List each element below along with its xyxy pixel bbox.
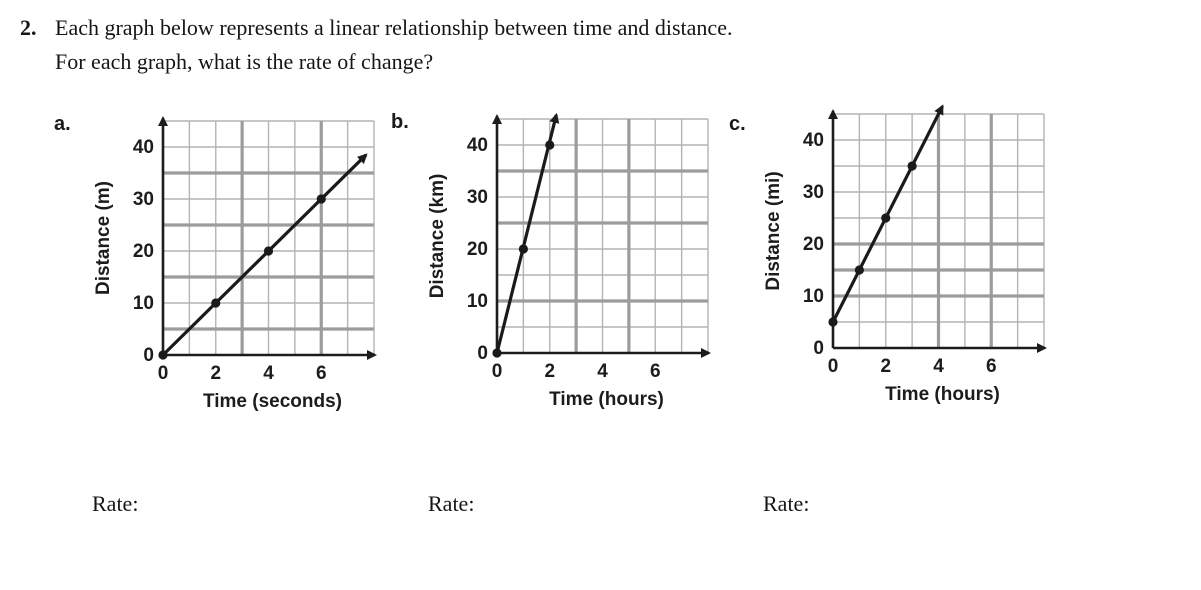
x-tick-label: 0 xyxy=(492,361,503,382)
y-tick-label: 40 xyxy=(133,137,154,158)
y-tick-label: 0 xyxy=(143,345,154,366)
y-tick-label: 40 xyxy=(803,130,824,151)
x-tick-label: 6 xyxy=(986,356,997,377)
y-axis-title: Distance (m) xyxy=(93,181,114,295)
data-point xyxy=(211,298,221,308)
question-number: 2. xyxy=(20,15,37,40)
data-point xyxy=(492,348,502,358)
y-tick-label: 20 xyxy=(803,234,824,255)
data-point xyxy=(158,350,168,360)
x-tick-label: 2 xyxy=(210,363,221,384)
y-tick-label: 20 xyxy=(467,239,488,260)
data-point xyxy=(263,246,274,256)
y-tick-label: 20 xyxy=(133,241,154,262)
x-tick-label: 0 xyxy=(828,356,839,377)
y-axis-title: Distance (mi) xyxy=(763,171,784,290)
chart-a-label: a. xyxy=(54,113,71,135)
y-tick-label: 30 xyxy=(467,187,488,208)
data-point xyxy=(518,244,528,254)
chart-c-label: c. xyxy=(729,113,746,135)
x-tick-label: 6 xyxy=(316,363,327,384)
y-tick-label: 30 xyxy=(133,189,154,210)
y-tick-label: 0 xyxy=(813,338,824,359)
chart-b: 0 2 4 6 0 10 20 30 40 Time (hours) Distance (km) xyxy=(427,109,767,411)
x-tick-label: 4 xyxy=(933,356,944,377)
x-tick-label: 2 xyxy=(880,356,891,377)
x-tick-label: 4 xyxy=(597,361,608,382)
x-axis-title: Time (hours) xyxy=(549,389,664,410)
y-tick-label: 40 xyxy=(467,135,488,156)
chart-a: 0 2 4 6 0 10 20 30 40 Time (seconds) Distance (m) xyxy=(93,111,433,413)
y-tick-label: 30 xyxy=(803,182,824,203)
x-axis-title: Time (seconds) xyxy=(203,391,342,412)
x-tick-label: 0 xyxy=(158,363,169,384)
y-tick-label: 10 xyxy=(803,286,824,307)
data-point xyxy=(316,194,326,204)
data-line xyxy=(161,153,368,357)
chart-c-plot: 0 2 4 6 0 10 20 30 40 Time (hours) Distance (mi) xyxy=(763,104,1047,405)
y-tick-label: 0 xyxy=(477,343,488,364)
x-axis-title: Time (hours) xyxy=(885,384,1000,405)
data-point xyxy=(854,265,864,275)
rate-prompt-a: Rate: xyxy=(92,491,139,516)
question-text-line1: Each graph below represents a linear rel… xyxy=(55,15,733,40)
data-point xyxy=(545,140,555,150)
x-tick-label: 6 xyxy=(650,361,661,382)
data-point xyxy=(881,213,891,223)
data-point xyxy=(828,317,838,327)
y-axis-title: Distance (km) xyxy=(427,174,448,299)
y-tick-label: 10 xyxy=(467,291,488,312)
y-tick-label: 10 xyxy=(133,293,154,314)
chart-b-label: b. xyxy=(391,111,409,133)
x-tick-label: 2 xyxy=(544,361,555,382)
rate-prompt-c: Rate: xyxy=(763,491,810,516)
data-line xyxy=(495,112,560,354)
chart-c: 0 2 4 6 0 10 20 30 40 Time (hours) Distance (mi) xyxy=(763,104,1103,406)
x-tick-label: 4 xyxy=(263,363,274,384)
chart-a-plot: 0 2 4 6 0 10 20 30 40 Time (seconds) Distance (m) xyxy=(93,116,377,412)
rate-prompt-b: Rate: xyxy=(428,491,475,516)
question-text-line2: For each graph, what is the rate of chan… xyxy=(55,49,434,74)
chart-b-plot: 0 2 4 6 0 10 20 30 40 Time (hours) Distance (km) xyxy=(427,112,711,410)
data-point xyxy=(907,161,917,171)
